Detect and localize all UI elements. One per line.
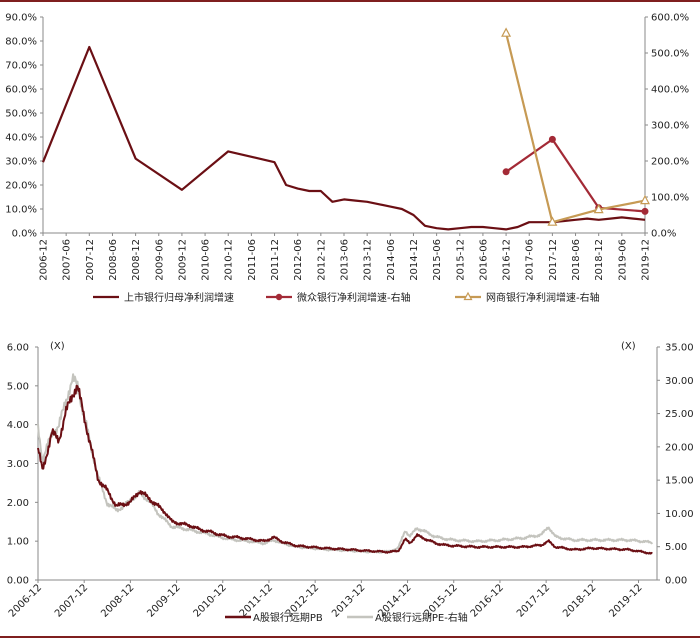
y-left-tick-label: 0.0% bbox=[12, 229, 37, 240]
x-tick-label: 2013-06 bbox=[340, 239, 351, 281]
x-tick-label: 2007-12 bbox=[85, 239, 96, 281]
legend-label: A股银行远期PB bbox=[253, 611, 323, 624]
y-right-tick-label: 25.00 bbox=[665, 409, 694, 420]
x-tick-label: 2006-12 bbox=[7, 582, 44, 619]
x-tick-label: 2009-12 bbox=[177, 239, 188, 281]
unit-left-label: (X) bbox=[50, 341, 65, 352]
x-tick-label: 2008-06 bbox=[108, 239, 119, 281]
y-right-tick-label: 30.00 bbox=[665, 376, 694, 387]
y-right-tick-label: 5.00 bbox=[665, 542, 687, 553]
series-marker-triangle bbox=[593, 203, 604, 214]
legend-label: 网商银行净利润增速-右轴 bbox=[486, 291, 600, 304]
x-tick-label: 2010-12 bbox=[224, 239, 235, 281]
series-marker-circle bbox=[502, 168, 510, 176]
y-right-tick-label: 0.0% bbox=[651, 229, 676, 240]
series-marker-circle bbox=[641, 207, 649, 215]
y-left-tick-label: 10.0% bbox=[5, 205, 37, 216]
y-right-tick-label: 15.00 bbox=[665, 476, 694, 487]
series-marker-triangle bbox=[501, 27, 512, 37]
x-tick-label: 2008-12 bbox=[131, 239, 142, 281]
legend-marker-circle bbox=[275, 293, 283, 301]
x-tick-label: 2007-12 bbox=[53, 582, 90, 619]
x-tick-label: 2019-12 bbox=[641, 239, 652, 281]
y-left-tick-label: 50.0% bbox=[5, 109, 37, 120]
unit-right-label: (X) bbox=[621, 341, 636, 352]
y-left-tick-label: 3.00 bbox=[7, 459, 29, 470]
y-left-tick-label: 80.0% bbox=[5, 37, 37, 48]
net-profit-growth-chart: 0.0% 10.0% 20.0% 30.0% 40.0% 50.0% 60.0% 70.0% 8… bbox=[5, 13, 689, 305]
x-tick-label: 2016-12 bbox=[502, 239, 513, 281]
x-tick-label: 2017-12 bbox=[548, 239, 559, 281]
x-tick-label: 2019-06 bbox=[617, 239, 628, 281]
x-tick-label: 2007-06 bbox=[62, 239, 73, 281]
top-border bbox=[0, 0, 700, 2]
x-tick-label: 2010-12 bbox=[192, 582, 229, 619]
x-tick-label: 2008-12 bbox=[99, 582, 136, 619]
y-right-tick-label: 600.0% bbox=[651, 13, 689, 24]
series-line bbox=[37, 373, 654, 554]
x-tick-label: 2015-06 bbox=[432, 239, 443, 281]
y-left-tick-label: 0.00 bbox=[7, 576, 29, 587]
y-left-tick-label: 1.00 bbox=[7, 537, 29, 548]
x-tick-label: 2013-12 bbox=[330, 582, 367, 619]
x-tick-label: 2009-12 bbox=[145, 582, 182, 619]
x-tick-label: 2010-06 bbox=[201, 239, 212, 281]
legend-label: 上市银行归母净利润增速 bbox=[124, 291, 234, 304]
x-tick-label: 2014-06 bbox=[386, 239, 397, 281]
series-line bbox=[37, 384, 653, 555]
y-left-tick-label: 4.00 bbox=[7, 420, 29, 431]
x-tick-label: 2019-12 bbox=[607, 582, 644, 619]
legend-label: 微众银行净利润增速-右轴 bbox=[297, 291, 411, 304]
y-left-tick-label: 2.00 bbox=[7, 498, 29, 509]
y-left-tick-label: 30.0% bbox=[5, 157, 37, 168]
y-left-tick-label: 40.0% bbox=[5, 133, 37, 144]
y-right-tick-label: 0.00 bbox=[665, 576, 687, 587]
x-tick-label: 2011-06 bbox=[247, 239, 258, 281]
series-marker-triangle bbox=[547, 216, 558, 226]
series-marker-circle bbox=[548, 135, 556, 143]
x-tick-label: 2018-12 bbox=[561, 582, 598, 619]
y-right-tick-label: 500.0% bbox=[651, 49, 689, 60]
x-tick-label: 2013-12 bbox=[363, 239, 374, 281]
series-line bbox=[505, 138, 646, 213]
y-right-tick-label: 35.00 bbox=[665, 343, 694, 354]
series-line bbox=[505, 32, 646, 224]
x-tick-label: 2016-12 bbox=[469, 582, 506, 619]
y-left-tick-label: 60.0% bbox=[5, 85, 37, 96]
x-tick-label: 2012-12 bbox=[316, 239, 327, 281]
y-right-tick-label: 10.00 bbox=[665, 509, 694, 520]
x-tick-label: 2014-12 bbox=[409, 239, 420, 281]
series-line bbox=[41, 45, 646, 231]
series-marker-triangle bbox=[640, 194, 650, 205]
y-right-tick-label: 20.00 bbox=[665, 442, 694, 453]
x-tick-label: 2006-12 bbox=[39, 239, 50, 281]
y-left-tick-label: 90.0% bbox=[5, 13, 37, 24]
y-right-tick-label: 300.0% bbox=[651, 121, 689, 132]
x-tick-label: 2016-06 bbox=[478, 239, 489, 281]
bottom-border bbox=[0, 636, 700, 638]
legend-marker-triangle bbox=[463, 291, 473, 301]
x-tick-label: 2015-12 bbox=[455, 239, 466, 281]
y-left-tick-label: 6.00 bbox=[7, 343, 29, 354]
y-right-tick-label: 400.0% bbox=[651, 85, 689, 96]
x-tick-label: 2011-12 bbox=[270, 239, 281, 281]
legend-label: A股银行远期PE-右轴 bbox=[375, 611, 468, 624]
y-right-tick-label: 100.0% bbox=[651, 193, 689, 204]
x-tick-label: 2017-06 bbox=[525, 239, 536, 281]
y-left-tick-label: 5.00 bbox=[7, 381, 29, 392]
x-tick-label: 2018-12 bbox=[594, 239, 605, 281]
y-left-tick-label: 20.0% bbox=[5, 181, 37, 192]
bank-valuation-chart: (X) (X) 0.00 1.00 2.00 3.00 4.00 5.00 6.00 0.00 5.… bbox=[7, 341, 694, 624]
y-left-tick-label: 70.0% bbox=[5, 61, 37, 72]
x-tick-label: 2017-12 bbox=[515, 582, 552, 619]
y-right-tick-label: 200.0% bbox=[651, 157, 689, 168]
x-tick-label: 2012-06 bbox=[293, 239, 304, 281]
x-tick-label: 2009-06 bbox=[154, 239, 165, 281]
x-tick-label: 2018-06 bbox=[571, 239, 582, 281]
